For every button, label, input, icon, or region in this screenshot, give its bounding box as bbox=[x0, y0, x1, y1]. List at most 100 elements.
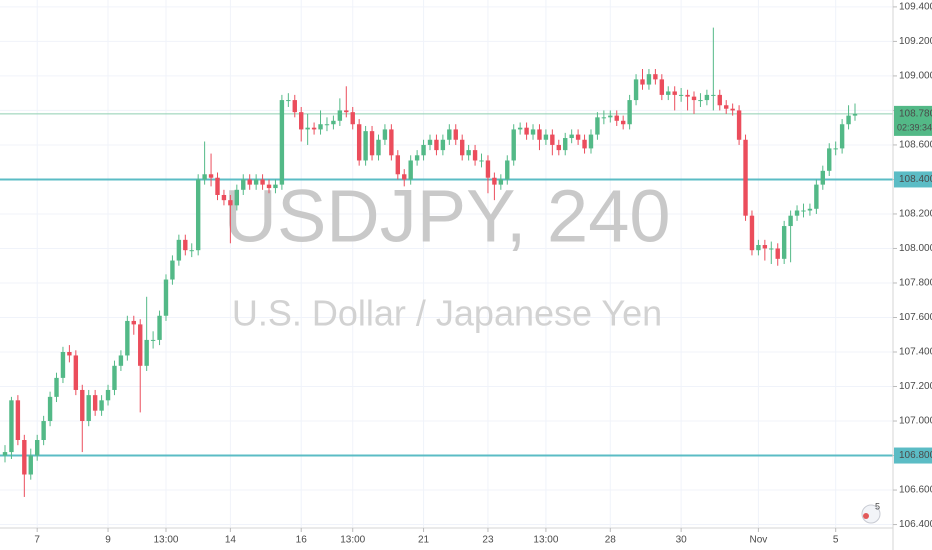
candle-body bbox=[839, 124, 845, 149]
candle-body bbox=[517, 127, 523, 130]
y-tick-label: 107.400 bbox=[899, 347, 932, 358]
countdown: 02:39:34 bbox=[897, 122, 932, 132]
axes: 106.400 106.600 106.800 107.000 107.200 107.4… bbox=[34, 2, 932, 546]
candle-body bbox=[150, 339, 156, 341]
x-tick-label: 13:00 bbox=[340, 535, 365, 546]
candle-body bbox=[9, 400, 14, 453]
candle-body bbox=[788, 215, 793, 227]
candle-body bbox=[144, 339, 149, 366]
x-tick-label: 23 bbox=[482, 535, 494, 546]
candle-body bbox=[408, 160, 413, 180]
candle-body bbox=[575, 134, 581, 140]
candle-body bbox=[215, 177, 220, 195]
candle-body bbox=[582, 139, 587, 149]
candle-body bbox=[511, 129, 516, 161]
candle-body bbox=[105, 389, 111, 401]
candle-body bbox=[176, 239, 182, 261]
level-label-bg bbox=[894, 171, 932, 188]
candle-body bbox=[369, 131, 375, 156]
candle-body bbox=[395, 155, 401, 175]
candle-body bbox=[138, 324, 143, 366]
y-tick-label: 108.200 bbox=[899, 209, 932, 220]
watermark-symbol: USDJPY, 240 bbox=[224, 175, 671, 258]
candle-body bbox=[678, 94, 684, 96]
candle-body bbox=[41, 421, 46, 440]
y-tick-label: 107.000 bbox=[899, 416, 932, 427]
candle-body bbox=[54, 377, 59, 397]
x-tick-label: 30 bbox=[676, 535, 688, 546]
candle-body bbox=[112, 365, 117, 390]
x-tick-label: 9 bbox=[105, 535, 111, 546]
last-price-label: 108.780 bbox=[899, 109, 932, 120]
x-tick-label: 16 bbox=[296, 535, 308, 546]
x-tick-label: 13:00 bbox=[533, 535, 558, 546]
candle-body bbox=[601, 117, 607, 119]
plot bbox=[0, 27, 893, 497]
candle-body bbox=[382, 129, 388, 140]
candle-body bbox=[202, 174, 207, 180]
candle-body bbox=[459, 139, 465, 156]
candle-body bbox=[447, 129, 452, 140]
candle-body bbox=[724, 105, 729, 109]
candle-body bbox=[356, 124, 362, 161]
candle-body bbox=[730, 108, 735, 111]
candle-body bbox=[633, 79, 639, 101]
candle-body bbox=[86, 395, 91, 422]
candle-body bbox=[620, 120, 626, 125]
candle-body bbox=[427, 139, 433, 145]
x-tick-label: 7 bbox=[34, 535, 40, 546]
candle-body bbox=[736, 110, 742, 140]
candle-body bbox=[479, 160, 484, 162]
candle-body bbox=[80, 389, 85, 422]
candle-body bbox=[672, 91, 677, 95]
candle-body bbox=[47, 396, 53, 422]
candle-body bbox=[569, 134, 574, 139]
candle-body bbox=[131, 320, 136, 325]
candle-body bbox=[717, 94, 722, 106]
candle-body bbox=[234, 189, 240, 206]
level-label-bg bbox=[894, 447, 932, 464]
candle-body bbox=[183, 239, 188, 251]
candle-body bbox=[208, 174, 214, 178]
candle-body bbox=[344, 110, 349, 113]
candle-body bbox=[311, 127, 317, 130]
candle-body bbox=[749, 215, 755, 251]
candle-body bbox=[814, 184, 819, 209]
x-tick-label: 13:00 bbox=[153, 535, 178, 546]
candle-body bbox=[376, 139, 381, 156]
last-price-label-bg bbox=[894, 105, 932, 136]
x-tick-label: 14 bbox=[225, 535, 237, 546]
candle-body bbox=[627, 100, 632, 125]
candle-body bbox=[292, 100, 297, 113]
candle-body bbox=[608, 115, 613, 118]
candle-body bbox=[852, 113, 858, 116]
candle-body bbox=[241, 179, 246, 190]
y-tick-label: 107.200 bbox=[899, 381, 932, 392]
candle-body bbox=[228, 200, 233, 206]
candle-body bbox=[505, 160, 510, 180]
candle-body bbox=[801, 210, 806, 212]
candle-body bbox=[324, 124, 330, 126]
candle-body bbox=[247, 179, 252, 185]
candle-body bbox=[189, 250, 194, 252]
candle-body bbox=[756, 245, 761, 251]
x-tick-label: Nov bbox=[750, 535, 768, 546]
candle-body bbox=[440, 139, 446, 151]
candle-body bbox=[524, 127, 529, 135]
candle-body bbox=[286, 100, 291, 102]
candle-body bbox=[775, 248, 780, 259]
candle-body bbox=[350, 112, 355, 125]
candle-body bbox=[704, 94, 710, 101]
candle-body bbox=[299, 112, 304, 130]
y-tick-label: 108.000 bbox=[899, 243, 932, 254]
candle-body bbox=[762, 245, 768, 249]
candle-body bbox=[279, 100, 285, 185]
candle-body bbox=[833, 148, 838, 150]
candle-body bbox=[318, 124, 323, 130]
candle-body bbox=[614, 115, 619, 121]
candle-body bbox=[781, 226, 787, 259]
x-tick-label: 21 bbox=[418, 535, 430, 546]
badge-count: 5 bbox=[875, 501, 880, 511]
y-tick-label: 109.200 bbox=[899, 36, 932, 47]
